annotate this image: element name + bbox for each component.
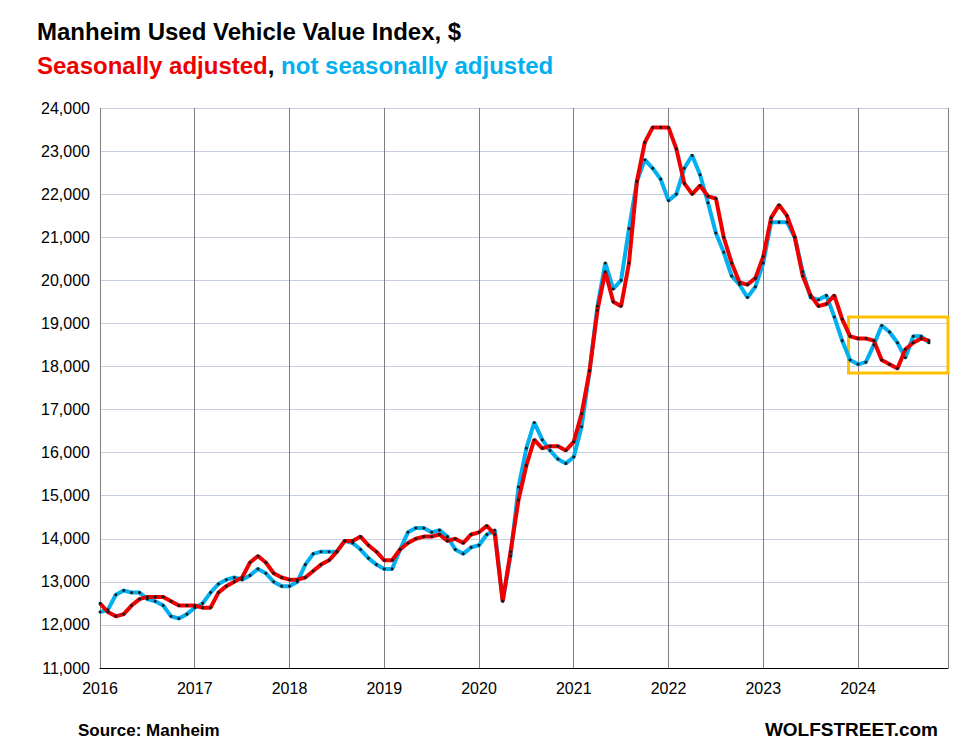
svg-text:13,000: 13,000	[41, 573, 90, 590]
svg-text:2023: 2023	[745, 680, 781, 697]
svg-text:24,000: 24,000	[41, 100, 90, 117]
svg-text:2016: 2016	[82, 680, 118, 697]
svg-text:15,000: 15,000	[41, 487, 90, 504]
svg-text:2022: 2022	[651, 680, 687, 697]
svg-text:21,000: 21,000	[41, 229, 90, 246]
svg-text:2017: 2017	[177, 680, 213, 697]
svg-text:12,000: 12,000	[41, 616, 90, 633]
svg-text:16,000: 16,000	[41, 444, 90, 461]
svg-text:Seasonally adjusted: Seasonally adjusted	[37, 52, 268, 79]
svg-text:20,000: 20,000	[41, 272, 90, 289]
svg-text:Source: Manheim: Source: Manheim	[78, 721, 220, 740]
svg-text:not seasonally adjusted: not seasonally adjusted	[281, 52, 553, 79]
svg-text:2019: 2019	[366, 680, 402, 697]
svg-text:2024: 2024	[840, 680, 876, 697]
svg-text:18,000: 18,000	[41, 358, 90, 375]
svg-text:11,000: 11,000	[42, 660, 90, 677]
svg-text:2018: 2018	[272, 680, 308, 697]
svg-text:,: ,	[268, 52, 281, 79]
svg-text:WOLFSTREET.com: WOLFSTREET.com	[765, 719, 938, 740]
svg-text:Manheim Used Vehicle Value Ind: Manheim Used Vehicle Value Index, $	[37, 18, 462, 45]
svg-text:2020: 2020	[461, 680, 497, 697]
svg-text:2021: 2021	[556, 680, 592, 697]
svg-text:22,000: 22,000	[41, 186, 90, 203]
svg-text:19,000: 19,000	[41, 315, 90, 332]
svg-text:14,000: 14,000	[41, 530, 90, 547]
svg-text:17,000: 17,000	[41, 401, 90, 418]
svg-text:23,000: 23,000	[41, 143, 90, 160]
